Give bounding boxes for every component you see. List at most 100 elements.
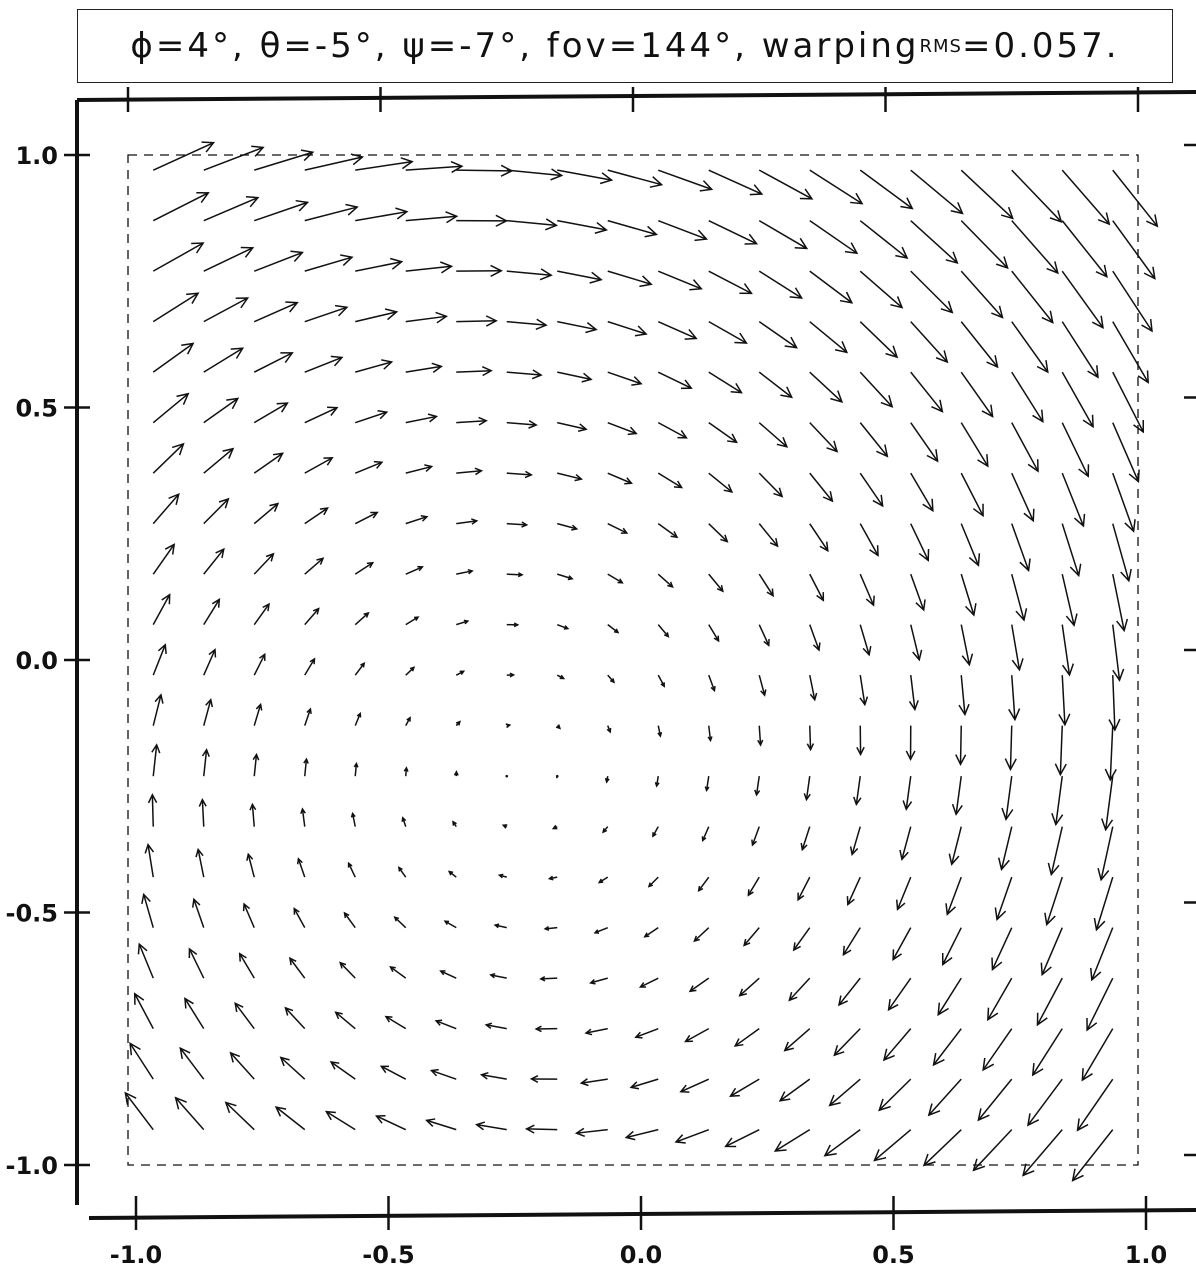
arrow-head (977, 1108, 990, 1122)
vector-arrow (1104, 725, 1117, 782)
arrow-shaft (708, 219, 757, 245)
vector-arrow (557, 219, 608, 234)
arrow-head (1041, 310, 1054, 324)
vector-arrow (638, 977, 659, 988)
arrow-head (948, 853, 960, 866)
vector-arrow (833, 1028, 861, 1057)
vector-arrow (253, 250, 304, 272)
arrow-head (684, 1034, 693, 1043)
vector-arrow (1022, 1129, 1063, 1177)
arrow-shaft (203, 297, 249, 323)
vector-arrow (604, 776, 610, 784)
arrow-head (340, 254, 354, 266)
vector-arrow (443, 920, 457, 929)
arrow-head (1133, 419, 1144, 434)
arrow-shaft (354, 612, 369, 626)
arrow-head (856, 746, 865, 757)
arrow-shaft (203, 699, 212, 726)
arrow-shaft (152, 644, 166, 676)
axis-bottom (88, 1208, 1196, 1220)
vector-arrow (809, 270, 854, 304)
arrow-head (968, 553, 981, 567)
arrow-shaft (809, 675, 816, 700)
arrow-head (1011, 658, 1024, 672)
arrow-shaft (892, 927, 912, 960)
vector-arrow (152, 643, 167, 676)
arrow-shaft (1112, 371, 1144, 433)
arrow-shaft (1011, 472, 1034, 522)
vector-arrow (152, 342, 195, 373)
vector-arrow (1058, 675, 1071, 727)
vector-arrow (147, 793, 158, 827)
vector-arrow (184, 997, 205, 1030)
vector-arrow (910, 220, 959, 265)
arrow-shaft (708, 523, 728, 543)
arrow-head (799, 188, 814, 200)
arrow-shaft (758, 624, 770, 646)
arrow-shaft (253, 251, 303, 272)
vector-arrow (937, 977, 962, 1017)
arrow-shaft (859, 573, 875, 606)
arrow-head (1071, 1168, 1084, 1182)
vector-arrow (743, 927, 760, 947)
vector-arrow (849, 826, 861, 856)
vector-arrow (1051, 776, 1064, 827)
vector-arrow (203, 698, 214, 726)
arrow-shaft (1061, 321, 1099, 378)
vector-arrow (555, 724, 562, 730)
arrow-shaft (991, 927, 1013, 970)
vector-arrow (905, 725, 916, 761)
arrow-shaft (730, 1078, 760, 1097)
arrow-head (1058, 713, 1071, 727)
vector-arrow (506, 420, 538, 429)
arrow-shaft (758, 472, 783, 497)
arrow-head (290, 250, 304, 262)
arrow-head (1001, 807, 1014, 822)
arrow-shaft (280, 1056, 306, 1080)
arrow-head (445, 211, 459, 224)
arrow-head (370, 511, 379, 519)
arrow-shaft (289, 957, 306, 979)
arrow-head (539, 975, 546, 982)
arrow-head (918, 548, 930, 562)
arrow-head (234, 1001, 244, 1013)
arrow-head (1032, 409, 1044, 424)
arrow-shaft (758, 422, 788, 448)
vector-arrow (405, 666, 416, 676)
arrow-shaft (1112, 321, 1149, 383)
vector-arrow (152, 492, 180, 525)
vector-arrow (823, 1129, 861, 1157)
arrow-head (218, 497, 230, 509)
arrow-shaft (304, 156, 363, 171)
arrow-head (539, 268, 553, 281)
arrow-shaft (355, 311, 397, 323)
arrow-head (224, 1101, 237, 1114)
arrow-head (524, 470, 533, 479)
vector-arrow (960, 169, 1014, 220)
arrow-shaft (693, 927, 710, 942)
arrow-shaft (354, 562, 374, 575)
arrow-shaft (657, 270, 702, 290)
arrow-shaft (398, 867, 407, 878)
vector-arrow (977, 1078, 1013, 1122)
arrow-shaft (1011, 422, 1039, 472)
arrow-shaft (675, 1128, 710, 1143)
arrow-head (950, 202, 964, 215)
arrow-head (730, 382, 743, 394)
arrow-head (443, 920, 450, 926)
arrow-head (252, 752, 260, 761)
arrow-shaft (354, 511, 378, 525)
arrow-shaft (405, 315, 447, 323)
vector-arrow (892, 927, 912, 961)
arrow-head (350, 153, 365, 166)
arrow-shaft (859, 523, 879, 556)
arrow-head (1022, 1163, 1035, 1177)
arrow-shaft (526, 1128, 558, 1131)
arrow-shaft (405, 215, 457, 222)
arrow-head (629, 1081, 640, 1090)
vector-arrow (238, 952, 255, 979)
arrow-head (754, 789, 761, 797)
vector-arrow (555, 774, 559, 779)
arrow-head (1091, 315, 1104, 329)
arrow-head (360, 661, 366, 668)
